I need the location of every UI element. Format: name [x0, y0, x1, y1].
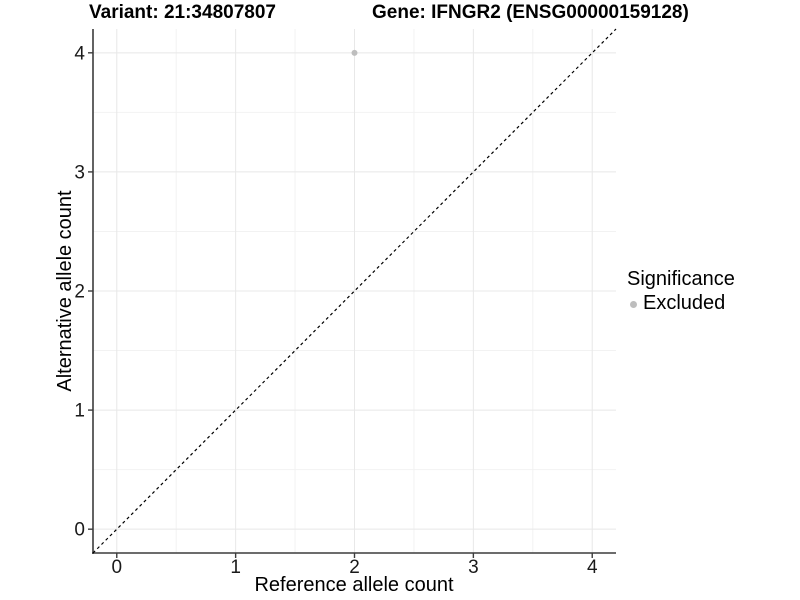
- gene-title: Gene: IFNGR2 (ENSG00000159128): [372, 2, 689, 23]
- variant-title: Variant: 21:34807807: [89, 2, 276, 23]
- y-axis-title: Alternative allele count: [54, 190, 76, 392]
- x-tick-label: 1: [230, 557, 241, 578]
- legend-item-label: Excluded: [643, 292, 726, 314]
- data-point: [351, 49, 358, 56]
- y-tick-label: 1: [74, 401, 85, 422]
- x-axis-title: Reference allele count: [254, 574, 454, 596]
- y-tick-label: 2: [74, 282, 85, 303]
- excluded-point-icon: [630, 301, 637, 308]
- legend-item-excluded: Excluded: [627, 292, 735, 315]
- x-tick-label: 2: [349, 557, 360, 578]
- y-tick-label: 0: [74, 520, 85, 541]
- y-tick-label: 4: [74, 43, 85, 64]
- legend: Significance Excluded: [627, 268, 735, 315]
- x-tick-label: 4: [587, 557, 598, 578]
- x-tick-label: 0: [111, 557, 122, 578]
- legend-title: Significance: [627, 268, 735, 290]
- y-tick-label: 3: [74, 162, 85, 183]
- x-tick-label: 3: [468, 557, 479, 578]
